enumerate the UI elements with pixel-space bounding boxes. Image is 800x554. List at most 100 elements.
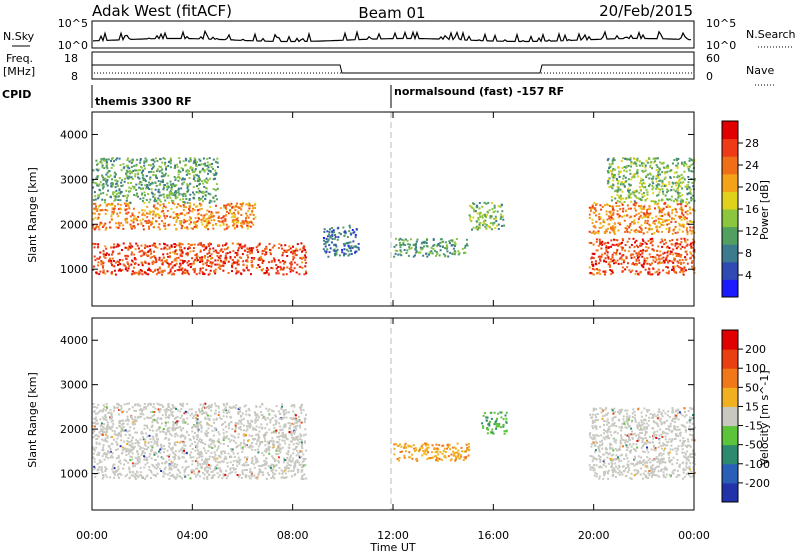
data-point bbox=[184, 157, 187, 160]
data-point bbox=[141, 187, 144, 190]
data-point bbox=[163, 247, 166, 250]
data-point bbox=[301, 266, 304, 269]
data-point bbox=[189, 182, 192, 185]
data-point bbox=[627, 207, 630, 210]
data-point bbox=[214, 460, 217, 463]
data-point bbox=[111, 452, 114, 455]
data-point bbox=[204, 416, 207, 419]
data-point bbox=[617, 245, 620, 247]
data-point bbox=[92, 446, 95, 449]
data-point bbox=[476, 204, 478, 207]
data-point bbox=[301, 443, 304, 446]
data-point bbox=[600, 247, 603, 250]
data-point bbox=[165, 259, 168, 262]
data-point bbox=[605, 250, 608, 252]
data-point bbox=[174, 197, 177, 200]
data-point bbox=[209, 163, 212, 166]
data-point bbox=[244, 476, 247, 479]
data-point bbox=[171, 192, 174, 195]
data-point bbox=[107, 170, 110, 173]
data-point bbox=[501, 225, 504, 227]
data-point bbox=[688, 157, 691, 160]
data-point bbox=[332, 249, 335, 252]
data-point bbox=[425, 242, 428, 244]
data-point bbox=[598, 212, 601, 215]
data-point bbox=[162, 458, 165, 460]
data-point bbox=[191, 257, 194, 260]
data-point bbox=[146, 245, 149, 248]
data-point bbox=[654, 200, 657, 203]
data-point bbox=[119, 192, 122, 195]
data-point bbox=[596, 268, 598, 271]
data-point bbox=[673, 271, 676, 274]
data-point bbox=[611, 174, 614, 177]
data-point bbox=[265, 253, 268, 256]
data-point bbox=[122, 467, 125, 470]
data-point bbox=[137, 403, 140, 406]
data-point bbox=[130, 253, 133, 256]
data-point bbox=[609, 185, 612, 188]
data-point bbox=[487, 225, 489, 227]
data-point bbox=[128, 246, 131, 249]
data-point bbox=[260, 411, 262, 413]
data-point bbox=[233, 436, 236, 439]
data-point bbox=[651, 177, 654, 180]
data-point bbox=[189, 204, 192, 207]
data-point bbox=[146, 416, 149, 419]
data-point bbox=[235, 459, 238, 462]
data-point bbox=[639, 207, 642, 210]
data-point bbox=[278, 466, 281, 469]
data-point bbox=[215, 405, 218, 407]
data-point bbox=[676, 238, 679, 241]
data-point bbox=[160, 165, 163, 168]
velocity-data-layer bbox=[92, 402, 696, 480]
data-point bbox=[102, 264, 105, 267]
data-point bbox=[646, 212, 649, 215]
data-point bbox=[260, 257, 262, 260]
data-point bbox=[151, 444, 154, 447]
data-point bbox=[207, 256, 209, 259]
data-point bbox=[646, 222, 649, 225]
data-point bbox=[250, 257, 253, 259]
data-point bbox=[446, 250, 449, 253]
data-point bbox=[189, 217, 192, 220]
data-point bbox=[588, 213, 591, 216]
data-point bbox=[640, 227, 643, 230]
data-point bbox=[121, 259, 124, 262]
data-point bbox=[242, 441, 245, 444]
data-point bbox=[137, 169, 140, 172]
data-point bbox=[606, 159, 609, 162]
data-point bbox=[189, 456, 192, 459]
data-point bbox=[133, 427, 136, 430]
data-point bbox=[599, 217, 602, 220]
data-point bbox=[214, 249, 217, 252]
data-point bbox=[109, 195, 112, 198]
data-point bbox=[217, 256, 220, 259]
data-point bbox=[595, 249, 598, 252]
data-point bbox=[181, 193, 184, 196]
data-point bbox=[252, 463, 255, 466]
data-point bbox=[211, 429, 214, 432]
data-point bbox=[135, 271, 138, 274]
data-point bbox=[237, 436, 240, 439]
data-point bbox=[124, 429, 127, 432]
data-point bbox=[623, 219, 626, 222]
data-point bbox=[156, 465, 159, 468]
data-point bbox=[685, 198, 688, 201]
data-point bbox=[588, 216, 591, 219]
data-point bbox=[183, 418, 185, 421]
data-point bbox=[189, 266, 192, 268]
data-point bbox=[162, 212, 165, 215]
data-point bbox=[104, 272, 107, 275]
data-point bbox=[116, 444, 119, 447]
data-point bbox=[151, 222, 154, 225]
data-point bbox=[636, 254, 639, 257]
data-point bbox=[150, 170, 153, 173]
data-point bbox=[611, 229, 614, 232]
data-point bbox=[231, 205, 234, 208]
data-point bbox=[151, 446, 154, 449]
data-point bbox=[211, 476, 214, 479]
data-point bbox=[213, 468, 216, 471]
data-point bbox=[656, 228, 659, 231]
data-point bbox=[197, 451, 200, 454]
